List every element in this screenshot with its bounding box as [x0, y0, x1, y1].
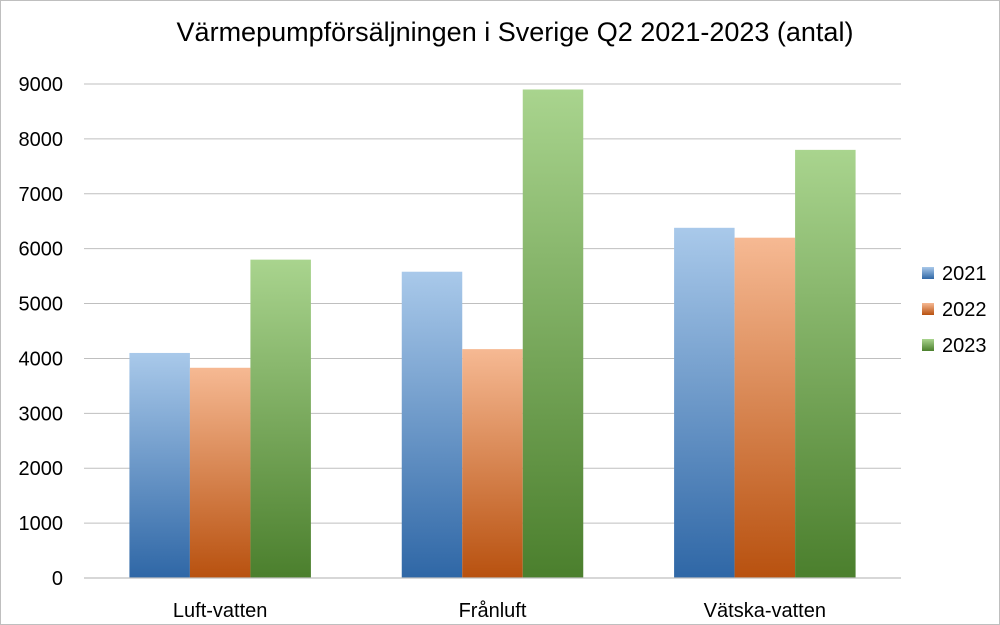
y-tick-label: 4000	[19, 348, 64, 370]
y-tick-label: 9000	[19, 74, 64, 96]
legend-swatch	[922, 303, 934, 315]
bar-2023-vätska-vatten	[795, 149, 856, 578]
y-tick-label: 0	[52, 568, 63, 590]
bar-2022-frånluft	[462, 349, 523, 578]
x-axis-labels: Luft-vatten Frånluft Vätska-vatten	[173, 600, 826, 622]
y-tick-label: 1000	[19, 513, 64, 535]
legend-label: 2023	[942, 335, 987, 357]
y-tick-label: 6000	[19, 239, 64, 261]
y-tick-label: 7000	[19, 184, 64, 206]
y-tick-label: 8000	[19, 129, 64, 151]
bar-2023-frånluft	[522, 89, 584, 578]
legend: 2021 2022 2023	[922, 263, 987, 357]
bar-2021-luft-vatten	[129, 352, 190, 578]
chart-title: Värmepumpförsäljningen i Sverige Q2 2021…	[177, 17, 854, 47]
y-tick-label: 2000	[19, 458, 64, 480]
legend-swatch	[922, 339, 934, 351]
x-category-label: Luft-vatten	[173, 600, 268, 622]
y-tick-label: 5000	[19, 294, 64, 316]
legend-swatch	[922, 267, 934, 279]
legend-label: 2022	[942, 299, 987, 321]
bar-2022-luft-vatten	[189, 367, 251, 578]
x-category-label: Frånluft	[459, 600, 527, 622]
y-tick-label: 3000	[19, 403, 64, 425]
legend-label: 2021	[942, 263, 987, 285]
bar-2023-luft-vatten	[250, 259, 311, 578]
x-category-label: Vätska-vatten	[704, 600, 826, 622]
bar-2022-vätska-vatten	[734, 237, 796, 578]
bar-2021-vätska-vatten	[674, 227, 735, 578]
y-axis-ticks: 0 1000 2000 3000 4000 5000 6000 7000 8000 9000	[19, 74, 64, 590]
bar-2021-frånluft	[401, 271, 463, 578]
bars	[129, 89, 856, 578]
